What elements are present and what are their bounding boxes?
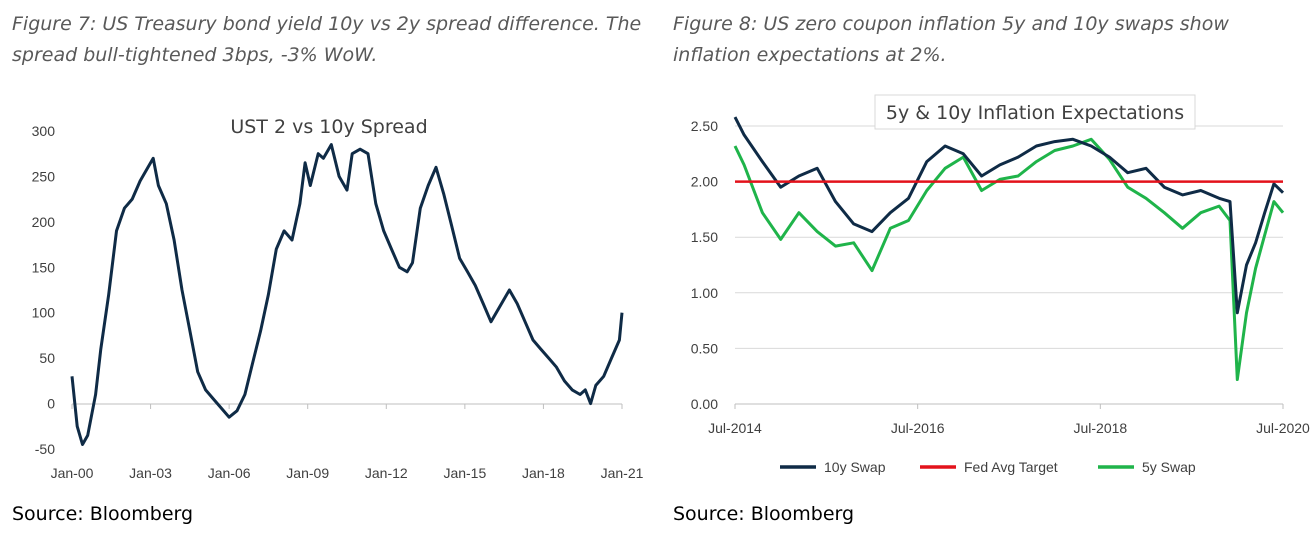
spread-x-tick-label: Jan-18	[522, 465, 565, 481]
spread-x-tick-label: Jan-06	[208, 465, 251, 481]
figure-8-source: Source: Bloomberg	[673, 503, 855, 525]
inflation-y-tick-label: 0.50	[691, 340, 718, 356]
spread-x-tick-label: Jan-21	[601, 465, 644, 481]
spread-y-tick-label: 150	[32, 259, 56, 275]
series-10y-swap-line	[733, 116, 1285, 315]
inflation-x-tick-label: Jul-2020	[1256, 420, 1310, 436]
figure-7-caption: Figure 7: US Treasury bond yield 10y vs …	[12, 13, 642, 66]
inflation-chart-title: 5y & 10y Inflation Expectations	[886, 102, 1184, 124]
series-5y-swap-line	[733, 137, 1285, 381]
inflation-legend: 10y Swap Fed Avg Target 5y Swap	[780, 459, 1196, 475]
spread-y-tick-label: 0	[47, 396, 55, 412]
inflation-x-tick-label: Jul-2014	[708, 420, 762, 436]
inflation-x-tick-label: Jul-2016	[891, 420, 945, 436]
spread-chart: UST 2 vs 10y Spread 300 250 200 150 100 50 0 -5…	[32, 116, 644, 481]
spread-y-tick-label: 50	[39, 350, 55, 366]
spread-y-tick-label: 250	[32, 168, 56, 184]
spread-y-tick-label: 300	[32, 123, 56, 139]
legend-label: 5y Swap	[1142, 459, 1196, 475]
spread-series-line	[70, 143, 624, 446]
spread-y-tick-label: -50	[35, 441, 55, 457]
inflation-y-tick-label: 1.00	[691, 285, 718, 301]
legend-label: 10y Swap	[824, 459, 886, 475]
figure-8-caption: Figure 8: US zero coupon inflation 5y an…	[673, 13, 1229, 66]
spread-x-tick-label: Jan-12	[365, 465, 408, 481]
inflation-y-tick-label: 2.50	[691, 118, 718, 134]
spread-y-tick-label: 100	[32, 305, 56, 321]
inflation-title-box	[874, 94, 1196, 130]
spread-chart-title: UST 2 vs 10y Spread	[230, 116, 427, 138]
legend-label: Fed Avg Target	[964, 459, 1058, 475]
inflation-y-tick-label: 0.00	[691, 396, 718, 412]
inflation-y-tick-label: 2.00	[691, 174, 718, 190]
inflation-y-tick-label: 1.50	[691, 229, 718, 245]
inflation-x-tick-label: Jul-2018	[1073, 420, 1127, 436]
spread-y-tick-label: 200	[32, 214, 56, 230]
spread-x-tick-label: Jan-09	[286, 465, 329, 481]
inflation-chart: 2.50 2.00 1.50 1.00 0.50 0.00 Jul-2014 Jul-201…	[691, 94, 1310, 475]
spread-x-tick-label: Jan-15	[443, 465, 486, 481]
spread-x-tick-label: Jan-03	[129, 465, 172, 481]
spread-x-tick-label: Jan-00	[51, 465, 94, 481]
figure-7-source: Source: Bloomberg	[12, 503, 194, 525]
